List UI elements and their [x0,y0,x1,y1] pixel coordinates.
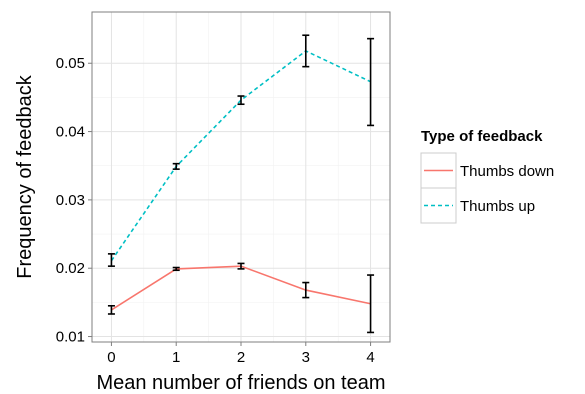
legend-item-thumbs-up: Thumbs up [420,187,535,224]
errorbar-thumbs-up [172,162,180,170]
x-axis-title: Mean number of friends on team [96,372,385,394]
errorbar-thumbs-down [107,304,115,315]
y-axis-title: Frequency of feedback [14,74,36,278]
errorbar-thumbs-up [107,253,115,267]
legend-title: Type of feedback [421,128,543,145]
errorbar-thumbs-down [367,274,375,334]
errorbar-thumbs-down [237,262,245,270]
y-axis: 0.01 0.02 0.03 0.04 0.05 [56,55,92,346]
x-axis: 0 1 2 3 4 [107,342,375,366]
x-tick-label: 2 [237,349,245,366]
y-tick-label: 0.02 [56,260,85,277]
legend-item-thumbs-down: Thumbs down [420,152,554,189]
errorbar-layer [107,34,375,334]
errorbar-thumbs-up [302,34,310,68]
x-tick-label: 1 [172,349,180,366]
x-tick-label: 3 [302,349,310,366]
x-tick-label: 4 [366,349,374,366]
errorbar-thumbs-down [302,281,310,299]
legend-label: Thumbs down [460,163,554,180]
y-tick-label: 0.04 [56,124,85,141]
y-tick-label: 0.03 [56,192,85,209]
errorbar-thumbs-up [367,37,375,127]
errorbar-thumbs-up [237,95,245,106]
legend: Type of feedback Thumbs down Thumbs up [420,128,554,224]
errorbar-thumbs-down [172,266,180,272]
y-tick-label: 0.01 [56,329,85,346]
x-tick-label: 0 [107,349,115,366]
legend-label: Thumbs up [460,198,535,215]
y-tick-label: 0.05 [56,55,85,72]
